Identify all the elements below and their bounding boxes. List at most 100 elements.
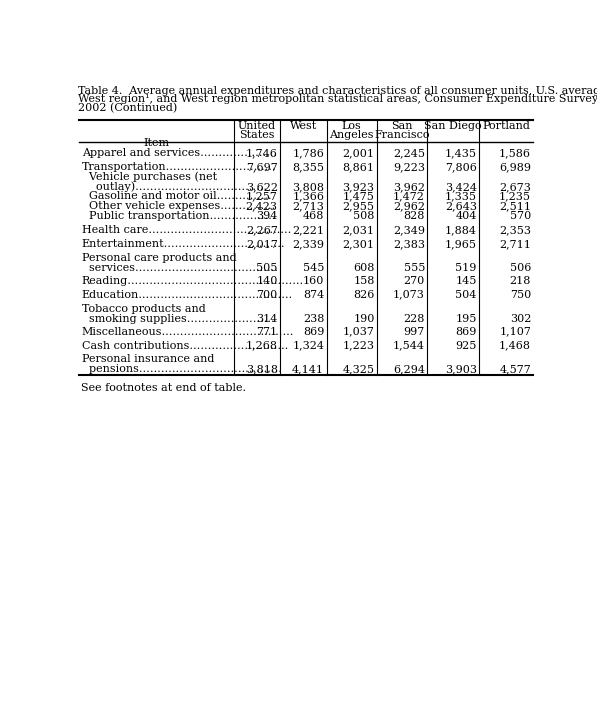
Text: Angeles: Angeles (330, 130, 374, 139)
Text: 750: 750 (510, 290, 531, 300)
Text: 570: 570 (510, 211, 531, 222)
Text: West region¹, and West region metropolitan statistical areas, Consumer Expenditu: West region¹, and West region metropolit… (78, 94, 597, 104)
Text: 2002 (Continued): 2002 (Continued) (78, 102, 178, 113)
Text: 700: 700 (257, 290, 278, 300)
Text: 2,267: 2,267 (246, 225, 278, 235)
Text: 8,861: 8,861 (343, 162, 374, 172)
Text: 771: 771 (257, 327, 278, 336)
Text: 1,223: 1,223 (343, 341, 374, 350)
Text: 8,355: 8,355 (292, 162, 324, 172)
Text: 2,643: 2,643 (445, 201, 477, 211)
Text: 3,808: 3,808 (292, 182, 324, 192)
Text: 1,257: 1,257 (246, 191, 278, 201)
Text: 3,903: 3,903 (445, 365, 477, 374)
Text: 468: 468 (303, 211, 324, 222)
Text: 869: 869 (303, 327, 324, 336)
Text: 1,366: 1,366 (292, 191, 324, 201)
Text: Reading…………………………………………: Reading………………………………………… (82, 276, 304, 286)
Text: States: States (239, 130, 275, 139)
Text: services…………………………………: services………………………………… (82, 263, 278, 273)
Text: 2,245: 2,245 (393, 148, 425, 158)
Text: 874: 874 (303, 290, 324, 300)
Text: smoking supplies……………………: smoking supplies…………………… (82, 313, 275, 324)
Text: 6,989: 6,989 (499, 162, 531, 172)
Text: 2,031: 2,031 (343, 225, 374, 235)
Text: 2,673: 2,673 (499, 182, 531, 192)
Text: 238: 238 (303, 313, 324, 324)
Text: 508: 508 (353, 211, 374, 222)
Text: 2,713: 2,713 (293, 201, 324, 211)
Text: 9,223: 9,223 (393, 162, 425, 172)
Text: 1,965: 1,965 (445, 239, 477, 249)
Text: 1,335: 1,335 (445, 191, 477, 201)
Text: 6,294: 6,294 (393, 365, 425, 374)
Text: 1,475: 1,475 (343, 191, 374, 201)
Text: 828: 828 (404, 211, 425, 222)
Text: 195: 195 (456, 313, 477, 324)
Text: 3,962: 3,962 (393, 182, 425, 192)
Text: 504: 504 (456, 290, 477, 300)
Text: 1,435: 1,435 (445, 148, 477, 158)
Text: 1,746: 1,746 (246, 148, 278, 158)
Text: 2,962: 2,962 (393, 201, 425, 211)
Text: pensions…………………………………: pensions………………………………… (82, 365, 281, 374)
Text: Miscellaneous………………………………: Miscellaneous……………………………… (82, 327, 294, 336)
Text: Francisco: Francisco (374, 130, 430, 139)
Text: Transportation…………………………: Transportation………………………… (82, 162, 276, 172)
Text: 218: 218 (510, 276, 531, 286)
Text: 2,017: 2,017 (246, 239, 278, 249)
Text: 4,141: 4,141 (292, 365, 324, 374)
Text: 1,786: 1,786 (293, 148, 324, 158)
Text: Los: Los (342, 121, 362, 131)
Text: 404: 404 (456, 211, 477, 222)
Text: Other vehicle expenses……………: Other vehicle expenses…………… (82, 201, 275, 211)
Text: Portland: Portland (482, 121, 530, 131)
Text: 1,235: 1,235 (499, 191, 531, 201)
Text: 7,697: 7,697 (246, 162, 278, 172)
Text: San: San (391, 121, 413, 131)
Text: outlay)………………………………: outlay)……………………………… (82, 182, 267, 193)
Text: 190: 190 (353, 313, 374, 324)
Text: Apparel and services…………………: Apparel and services………………… (82, 148, 277, 158)
Text: 3,923: 3,923 (343, 182, 374, 192)
Text: Personal care products and: Personal care products and (82, 253, 236, 263)
Text: 4,577: 4,577 (499, 365, 531, 374)
Text: 160: 160 (303, 276, 324, 286)
Text: 3,818: 3,818 (246, 365, 278, 374)
Text: 145: 145 (456, 276, 477, 286)
Text: 869: 869 (456, 327, 477, 336)
Text: 506: 506 (510, 263, 531, 273)
Text: 1,037: 1,037 (343, 327, 374, 336)
Text: 1,472: 1,472 (393, 191, 425, 201)
Text: 2,423: 2,423 (246, 201, 278, 211)
Text: Entertainment……………………………: Entertainment…………………………… (82, 239, 285, 249)
Text: 228: 228 (404, 313, 425, 324)
Text: 1,107: 1,107 (499, 327, 531, 336)
Text: Cash contributions………………………: Cash contributions……………………… (82, 341, 288, 350)
Text: Tobacco products and: Tobacco products and (82, 304, 205, 313)
Text: 519: 519 (456, 263, 477, 273)
Text: Public transportation………………: Public transportation……………… (82, 211, 275, 222)
Text: 2,353: 2,353 (499, 225, 531, 235)
Text: San Diego: San Diego (424, 121, 482, 131)
Text: Table 4.  Average annual expenditures and characteristics of all consumer units,: Table 4. Average annual expenditures and… (78, 86, 597, 95)
Text: 1,268: 1,268 (246, 341, 278, 350)
Text: United: United (238, 121, 276, 131)
Text: 2,955: 2,955 (343, 201, 374, 211)
Text: 2,001: 2,001 (343, 148, 374, 158)
Text: See footnotes at end of table.: See footnotes at end of table. (81, 383, 246, 393)
Text: 2,511: 2,511 (499, 201, 531, 211)
Text: Education……………………………………: Education…………………………………… (82, 290, 293, 300)
Text: 1,884: 1,884 (445, 225, 477, 235)
Text: 1,468: 1,468 (499, 341, 531, 350)
Text: 1,073: 1,073 (393, 290, 425, 300)
Text: 158: 158 (353, 276, 374, 286)
Text: 1,586: 1,586 (499, 148, 531, 158)
Text: Gasoline and motor oil……………: Gasoline and motor oil…………… (82, 191, 271, 201)
Text: Vehicle purchases (net: Vehicle purchases (net (82, 172, 217, 182)
Text: 997: 997 (404, 327, 425, 336)
Text: Personal insurance and: Personal insurance and (82, 355, 214, 365)
Text: 545: 545 (303, 263, 324, 273)
Text: 314: 314 (256, 313, 278, 324)
Text: 925: 925 (456, 341, 477, 350)
